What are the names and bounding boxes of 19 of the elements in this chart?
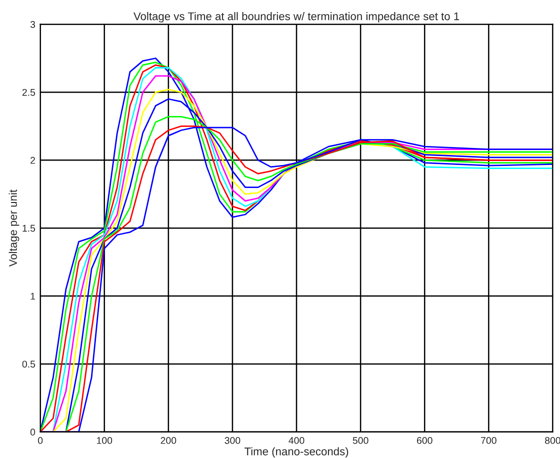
- x-tick-label: 100: [97, 437, 112, 444]
- y-axis-title: Voltage per unit: [8, 190, 20, 267]
- y-tick-label: 3: [30, 21, 36, 28]
- x-tick-label: 300: [224, 437, 240, 444]
- y-tick-label: 2: [30, 156, 35, 164]
- x-tick-label: 400: [288, 437, 304, 444]
- x-tick-label: 700: [481, 437, 496, 444]
- y-tick-label: 0: [30, 428, 36, 436]
- x-tick-label: 600: [417, 437, 432, 444]
- x-tick-label: 200: [160, 437, 176, 444]
- x-tick-label: 800: [545, 437, 560, 444]
- y-tick-label: 1: [30, 292, 35, 300]
- x-tick-label: 500: [352, 437, 368, 444]
- y-tick-label: 0.5: [22, 360, 36, 368]
- y-tick-label: 1.5: [22, 224, 36, 232]
- chart-title: Voltage vs Time at all boundries w/ termination impedance set to 1: [134, 12, 460, 22]
- x-tick-label: 0: [38, 437, 43, 444]
- x-axis-title: Time (nano-seconds): [244, 447, 348, 458]
- y-tick-label: 2.5: [22, 88, 36, 96]
